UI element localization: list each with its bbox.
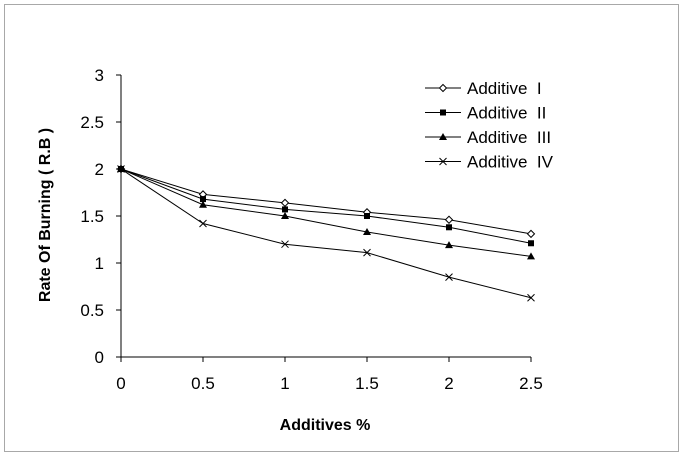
chart-frame [4,4,679,452]
series-line [120,168,532,235]
x-tick-label: 1 [280,374,289,393]
legend-label: Additive I [467,79,542,98]
y-axis-title: Rate Of Burning ( R.B ) [37,128,54,302]
ticks: 0 0.5 1 1.5 2 2.5 3 0 0.5 1 1.5 2 2.5 [80,66,542,393]
series-1 [116,164,536,239]
data-point [527,293,535,302]
x-tick-label: 0.5 [191,374,215,393]
series-line [120,168,532,257]
x-marker-stroke [527,293,535,302]
x-marker-stroke [281,240,289,249]
x-tick-label: 2 [444,374,453,393]
data-point [364,213,370,219]
data-point [527,252,535,260]
data-point [281,240,289,249]
data-point [199,219,207,228]
series-3 [117,165,535,260]
y-tick-label: 1.5 [80,207,104,226]
data-point [363,227,371,235]
x-marker-stroke [363,248,371,257]
x-tick-label: 1.5 [355,374,379,393]
series-line [120,168,532,244]
y-tick-label: 2.5 [80,113,104,132]
data-point [281,212,289,219]
x-marker-stroke [199,219,207,228]
data-point [280,198,290,208]
y-tick-label: 1 [95,254,104,273]
data-point [199,200,207,208]
data-point [445,241,453,249]
legend-entry-3: Additive III [425,128,551,147]
data-point [282,206,288,213]
legend-entry-4: Additive IV [425,153,554,172]
legend-marker [439,133,447,140]
legend-label: Additive IV [467,153,554,172]
data-point [444,215,454,224]
x-tick-label: 2.5 [519,374,543,393]
series-group [116,164,536,302]
data-point [445,273,453,281]
legend-label: Additive II [467,104,546,123]
data-point [526,229,536,239]
y-tick-label: 3 [95,66,104,85]
data-point [117,165,125,173]
legend: Additive I Additive II Additive III Additiv… [425,79,554,172]
legend-label: Additive III [467,128,551,147]
y-tick-label: 2 [95,160,104,179]
x-tick-label: 0 [116,374,125,393]
legend-entry-2: Additive II [425,104,546,123]
data-point [363,248,371,257]
legend-marker [440,109,446,116]
series-line [120,168,532,299]
series-2 [118,166,534,247]
legend-entry-1: Additive I [425,79,542,98]
legend-marker [438,83,448,93]
x-axis-title: Additives % [280,417,371,434]
series-4 [117,165,535,302]
legend-marker [439,157,447,166]
data-point [200,196,206,203]
y-tick-label: 0 [95,348,104,367]
data-point [446,224,452,231]
x-marker-stroke [117,165,125,173]
x-marker-stroke [439,157,447,166]
data-point [528,240,534,247]
y-tick-label: 0.5 [80,301,104,320]
x-marker-stroke [445,273,453,281]
